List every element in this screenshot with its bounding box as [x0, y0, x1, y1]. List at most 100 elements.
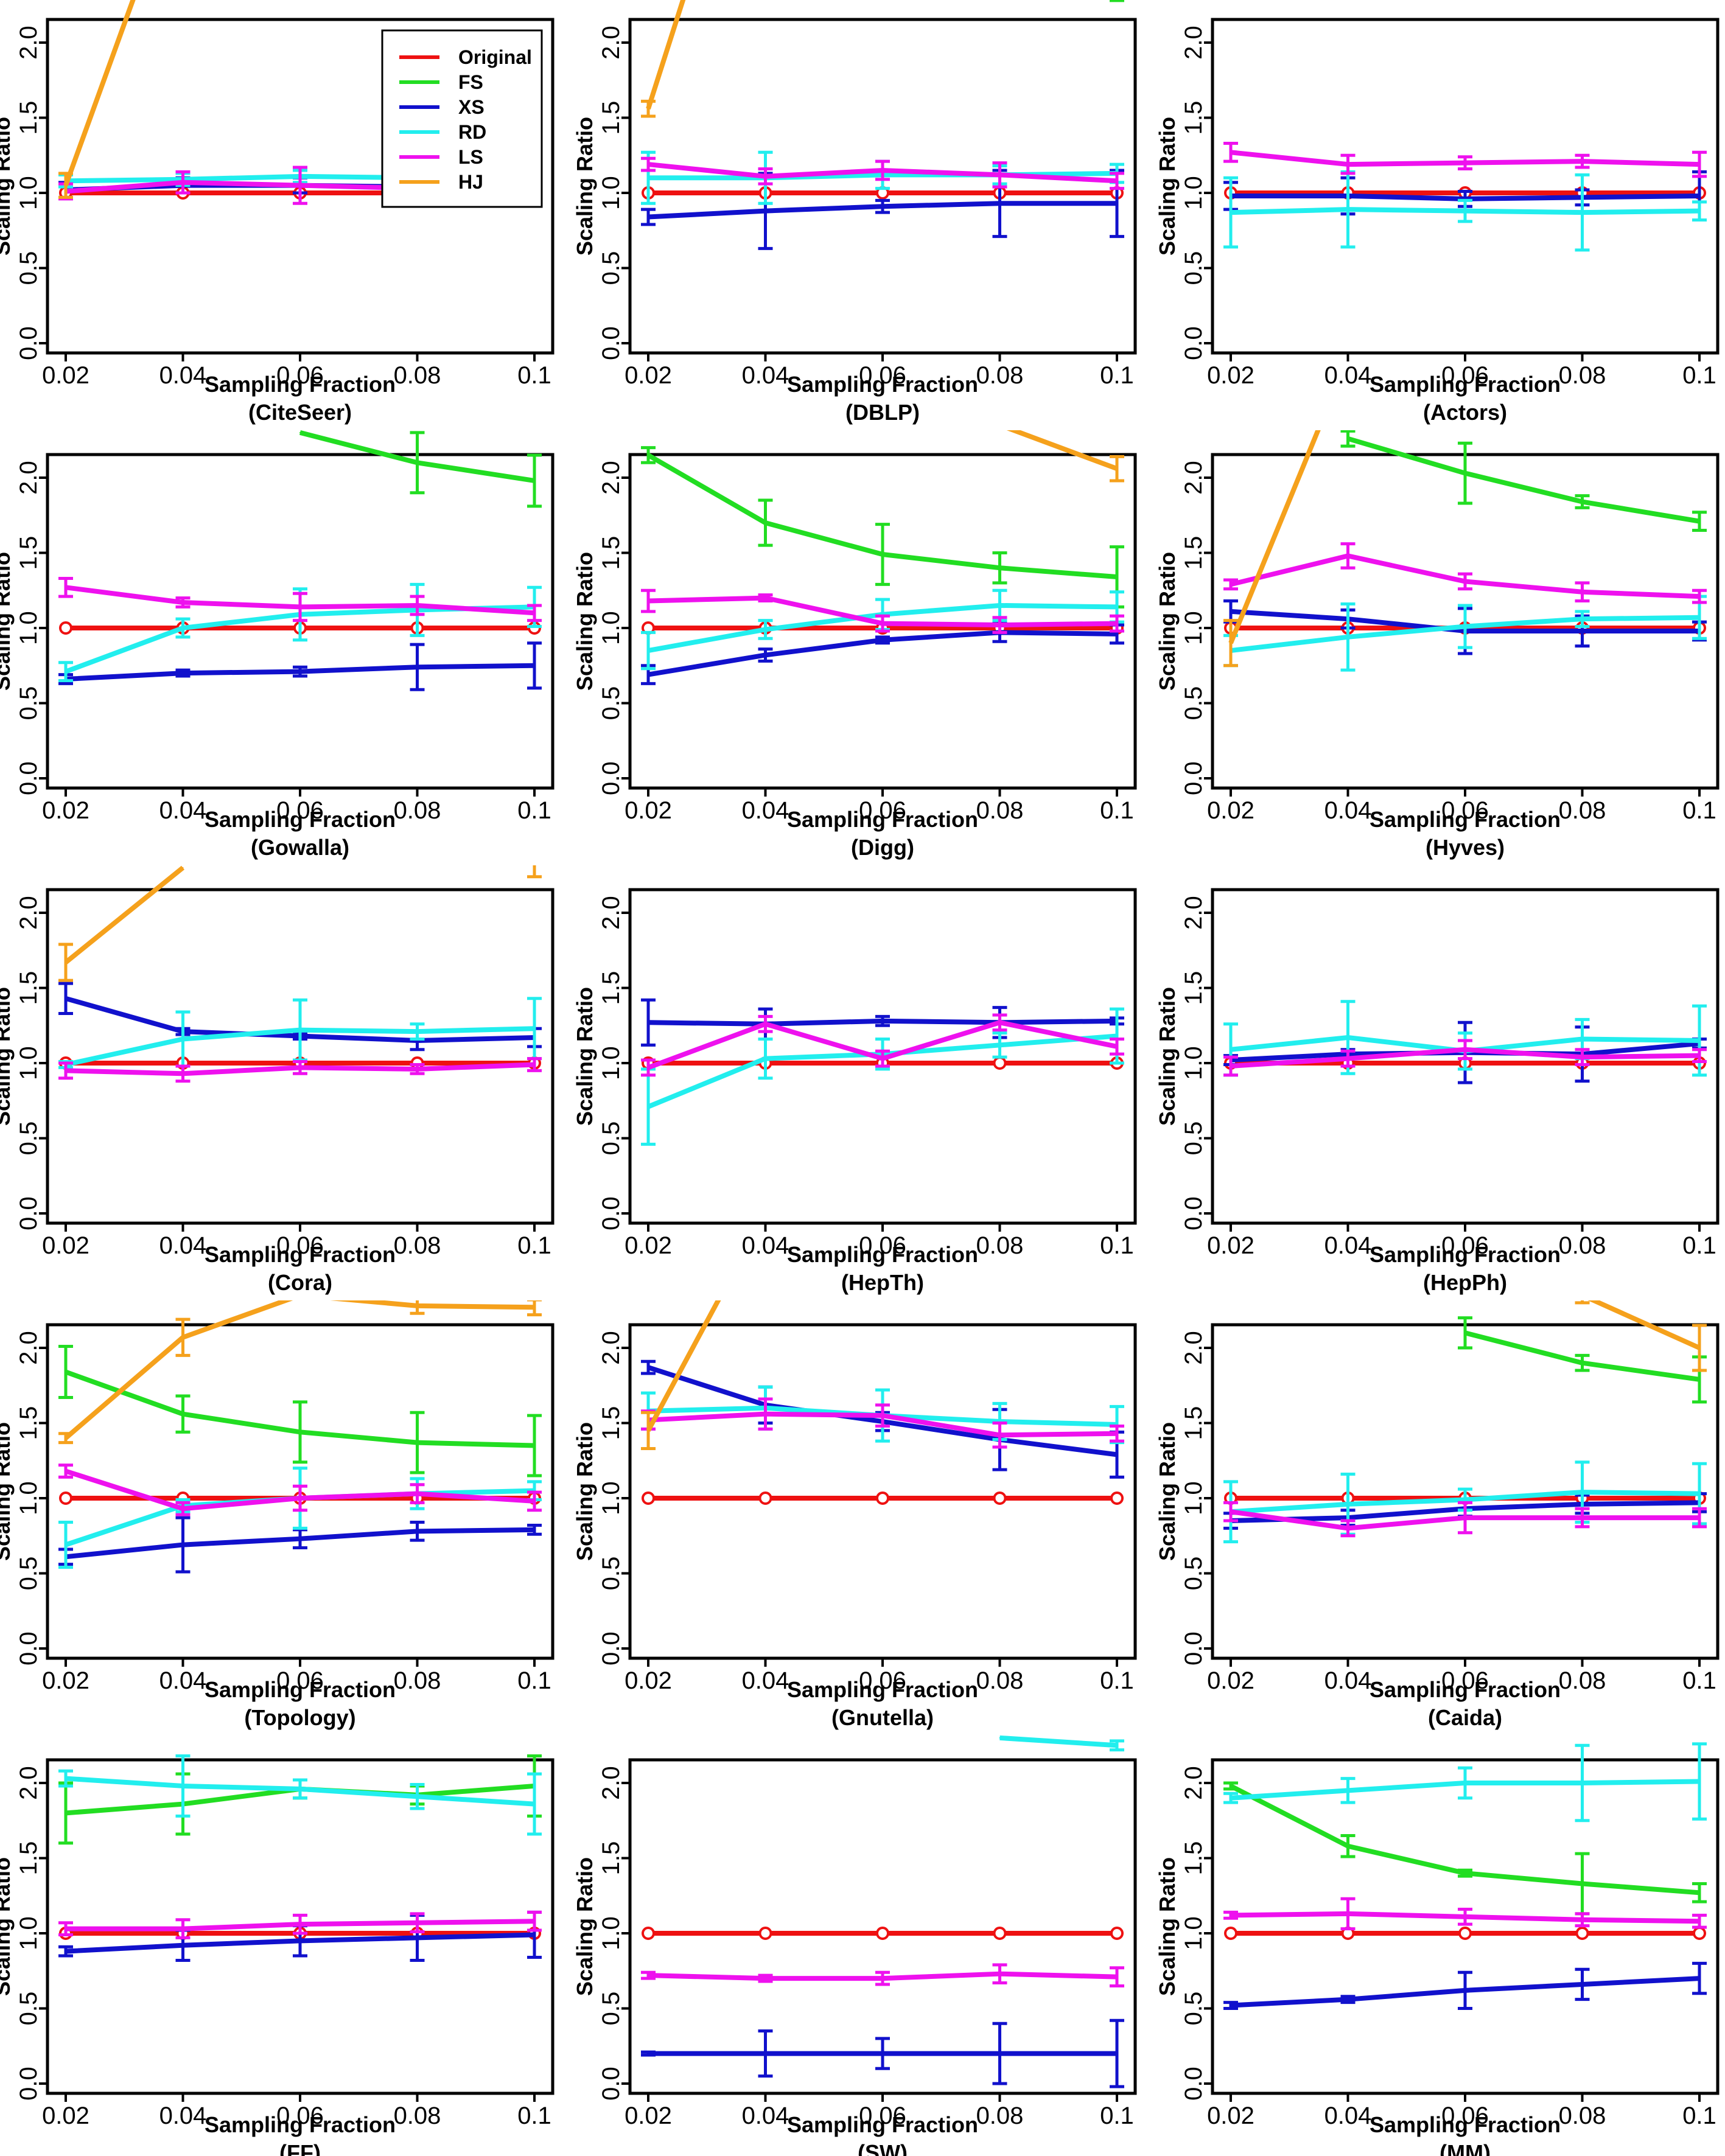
y-tick-label: 2.0 — [598, 1766, 625, 1800]
y-axis-label: Scaling Ratio — [0, 552, 15, 691]
chart-panel: 0.0 0.5 1.0 1.5 2.0 Scaling Ratio 0.02 0.04 0.06… — [0, 865, 555, 1295]
chart-title: (Digg) — [851, 835, 914, 860]
chart-title: (Gowalla) — [251, 835, 349, 860]
x-axis-label: Sampling Fraction — [787, 1242, 978, 1267]
chart-title: (DBLP) — [845, 400, 920, 425]
x-axis-label: Sampling Fraction — [1370, 1242, 1561, 1267]
y-tick-label: 1.0 — [15, 1916, 42, 1950]
x-tick-label: 0.08 — [976, 797, 1024, 824]
legend-label-original: Original — [458, 46, 532, 68]
chart-title: (MM) — [1440, 2140, 1491, 2156]
data-point-original — [642, 1491, 655, 1505]
series-layer — [58, 430, 542, 691]
data-point — [299, 431, 301, 433]
x-tick-label: 0.1 — [1100, 1667, 1134, 1694]
series-layer — [641, 998, 1124, 1146]
series-layer — [641, 1736, 1124, 2088]
chart-title: (HepPh) — [1423, 1270, 1507, 1295]
y-tick-label: 1.5 — [598, 971, 625, 1005]
y-tick-label: 1.5 — [15, 536, 42, 570]
y-tick-label: 2.0 — [15, 1766, 42, 1800]
series-layer — [58, 865, 542, 1083]
chart-title: (Topology) — [244, 1705, 355, 1730]
series-layer — [641, 425, 1124, 685]
chart-panel: 0.0 0.5 1.0 1.5 2.0 Scaling Ratio 0.02 0.04 0.06… — [1155, 1742, 1720, 2156]
x-tick-label: 0.06 — [859, 1667, 906, 1694]
y-tick-label: 2.0 — [1180, 461, 1207, 495]
x-tick-label: 0.04 — [1324, 362, 1372, 389]
x-tick-label: 0.06 — [276, 2102, 324, 2129]
series-layer — [1223, 141, 1707, 252]
x-tick-label: 0.02 — [42, 797, 89, 824]
y-tick-label: 1.5 — [598, 101, 625, 135]
data-point-original — [876, 1927, 889, 1940]
y-tick-label: 0.5 — [1180, 1992, 1207, 2026]
y-tick-label: 0.0 — [15, 1196, 42, 1230]
y-tick-label: 0.5 — [15, 1557, 42, 1591]
y-axis-label: Scaling Ratio — [572, 552, 597, 691]
x-tick-label: 0.02 — [42, 1232, 89, 1259]
x-tick-label: 0.08 — [394, 1232, 441, 1259]
y-tick-label: 0.5 — [1180, 1557, 1207, 1591]
y-tick-label: 2.0 — [1180, 896, 1207, 930]
data-point — [999, 1737, 1001, 1739]
y-tick-label: 1.5 — [598, 1406, 625, 1440]
x-tick-label: 0.1 — [517, 1667, 551, 1694]
x-tick-label: 0.08 — [394, 1667, 441, 1694]
y-tick-label: 0.5 — [598, 1122, 625, 1156]
x-tick-label: 0.1 — [1682, 2102, 1716, 2129]
x-tick-label: 0.06 — [859, 1232, 906, 1259]
x-axis-label: Sampling Fraction — [205, 1677, 396, 1702]
series-line-hj — [646, 1300, 721, 1432]
data-point-original — [642, 1927, 655, 1940]
chart-panel: 0.0 0.5 1.0 1.5 2.0 Scaling Ratio 0.02 0.04 0.06… — [572, 425, 1137, 860]
x-tick-label: 0.1 — [1682, 362, 1716, 389]
x-tick-label: 0.04 — [159, 362, 207, 389]
x-tick-label: 0.06 — [859, 797, 906, 824]
data-point-original — [1110, 1927, 1124, 1940]
y-tick-label: 1.5 — [15, 101, 42, 135]
y-tick-label: 1.5 — [1180, 101, 1207, 135]
y-tick-label: 0.5 — [1180, 251, 1207, 285]
y-tick-label: 0.5 — [598, 251, 625, 285]
y-tick-label: 0.5 — [15, 686, 42, 720]
y-axis-label: Scaling Ratio — [572, 117, 597, 256]
series-line-fs — [1347, 436, 1700, 524]
y-tick-label: 1.5 — [1180, 971, 1207, 1005]
series-line-hj — [646, 0, 686, 110]
y-tick-label: 1.0 — [1180, 1046, 1207, 1080]
chart-title: (CiteSeer) — [248, 400, 352, 425]
x-tick-label: 0.08 — [1559, 1232, 1606, 1259]
data-point — [999, 425, 1001, 426]
y-tick-label: 0.0 — [1180, 2067, 1207, 2101]
x-tick-label: 0.1 — [1100, 1232, 1134, 1259]
y-tick-label: 0.0 — [598, 326, 625, 360]
y-tick-label: 1.0 — [15, 611, 42, 645]
y-tick-label: 2.0 — [15, 461, 42, 495]
x-tick-label: 0.04 — [1324, 797, 1372, 824]
x-tick-label: 0.02 — [625, 1667, 672, 1694]
x-tick-label: 0.1 — [517, 2102, 551, 2129]
y-tick-label: 2.0 — [598, 461, 625, 495]
x-tick-label: 0.04 — [1324, 1232, 1372, 1259]
y-tick-label: 0.5 — [15, 1122, 42, 1156]
y-axis-label: Scaling Ratio — [1155, 117, 1180, 256]
x-tick-label: 0.08 — [1559, 2102, 1606, 2129]
series-line-hj — [1006, 430, 1118, 471]
x-tick-label: 0.1 — [517, 797, 551, 824]
x-tick-label: 0.02 — [1207, 362, 1254, 389]
y-tick-label: 2.0 — [15, 26, 42, 60]
y-tick-label: 2.0 — [598, 26, 625, 60]
data-point — [765, 1212, 766, 1213]
y-tick-label: 0.0 — [1180, 1196, 1207, 1230]
x-axis-label: Sampling Fraction — [1370, 2112, 1561, 2137]
series-layer — [1223, 1742, 1707, 2010]
y-tick-label: 1.0 — [1180, 1916, 1207, 1950]
y-tick-label: 1.5 — [15, 971, 42, 1005]
y-tick-label: 0.5 — [598, 686, 625, 720]
y-tick-label: 0.0 — [1180, 1631, 1207, 1666]
series-layer — [641, 1212, 1124, 1505]
chart-title: (Hyves) — [1426, 835, 1505, 860]
chart-title: (Cora) — [268, 1270, 332, 1295]
